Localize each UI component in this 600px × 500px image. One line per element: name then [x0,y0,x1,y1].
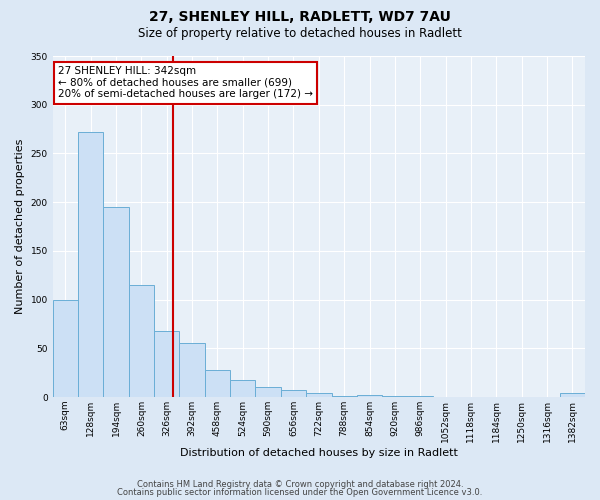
Bar [256,388,281,397]
Text: Contains HM Land Registry data © Crown copyright and database right 2024.: Contains HM Land Registry data © Crown c… [137,480,463,489]
Bar [53,300,78,397]
Text: Size of property relative to detached houses in Radlett: Size of property relative to detached ho… [138,28,462,40]
Y-axis label: Number of detached properties: Number of detached properties [15,139,25,314]
Text: 27 SHENLEY HILL: 342sqm
← 80% of detached houses are smaller (699)
20% of semi-d: 27 SHENLEY HILL: 342sqm ← 80% of detache… [58,66,313,100]
Bar [154,331,179,397]
Bar [357,395,382,397]
Bar [205,370,230,397]
Text: 27, SHENLEY HILL, RADLETT, WD7 7AU: 27, SHENLEY HILL, RADLETT, WD7 7AU [149,10,451,24]
Bar [382,396,407,397]
Bar [129,285,154,397]
Bar [306,393,332,397]
X-axis label: Distribution of detached houses by size in Radlett: Distribution of detached houses by size … [180,448,458,458]
Bar [179,344,205,397]
Bar [281,390,306,397]
Bar [230,380,256,397]
Bar [560,393,585,397]
Bar [332,396,357,397]
Text: Contains public sector information licensed under the Open Government Licence v3: Contains public sector information licen… [118,488,482,497]
Bar [78,132,103,397]
Bar [407,396,433,397]
Bar [103,207,129,397]
